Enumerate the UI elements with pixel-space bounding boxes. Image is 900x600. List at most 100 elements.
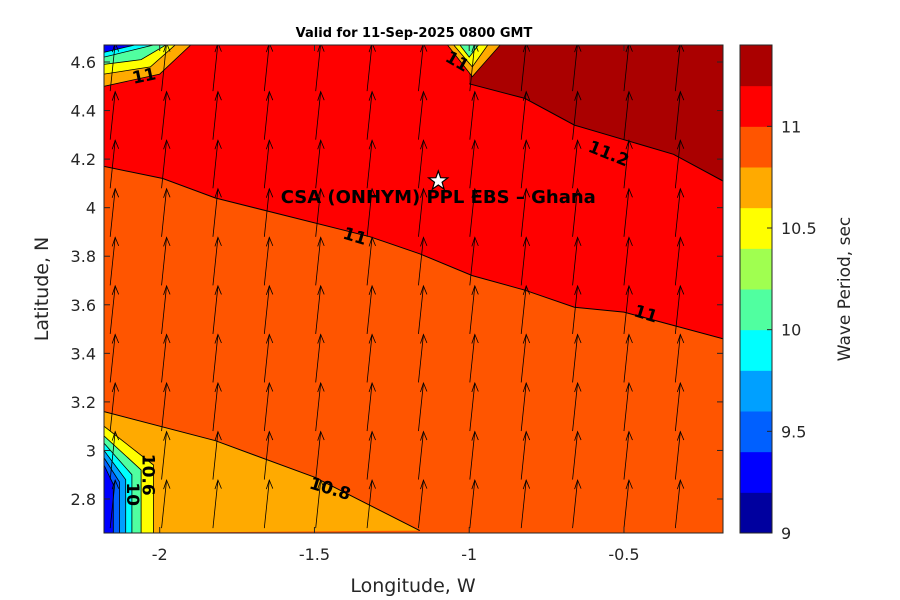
colorbar-tick-label: 9 xyxy=(781,524,791,543)
direction-arrow-50 xyxy=(366,478,376,529)
direction-arrow-102 xyxy=(623,381,633,432)
direction-arrow-59 xyxy=(366,45,376,92)
direction-arrow-9 xyxy=(109,45,120,92)
x-tick-label: -2 xyxy=(152,545,168,564)
direction-arrow-103 xyxy=(623,333,633,383)
direction-arrow-52 xyxy=(366,381,376,432)
plot-frame xyxy=(103,44,724,534)
direction-arrow-8 xyxy=(109,90,120,140)
direction-arrow-34 xyxy=(263,284,274,334)
direction-arrow-13 xyxy=(161,333,171,383)
direction-arrow-81 xyxy=(520,430,531,480)
direction-arrow-93 xyxy=(572,333,582,383)
direction-arrow-31 xyxy=(263,430,274,480)
direction-arrow-35 xyxy=(263,236,274,286)
y-tick-label: 4.4 xyxy=(71,102,96,121)
colorbar-swatch xyxy=(740,451,772,493)
direction-arrow-11 xyxy=(161,430,171,480)
direction-arrow-77 xyxy=(469,139,479,189)
y-tick-label: 3.4 xyxy=(71,344,96,363)
direction-arrow-15 xyxy=(161,236,171,286)
x-tick-label: -0.5 xyxy=(608,545,639,564)
colorbar-swatch xyxy=(740,45,772,87)
direction-arrow-0 xyxy=(109,478,120,529)
direction-arrow-2 xyxy=(109,381,120,432)
direction-arrow-21 xyxy=(212,430,222,480)
direction-arrow-69 xyxy=(418,45,428,92)
x-tick-label: -1.5 xyxy=(299,545,330,564)
y-tick-label: 4.2 xyxy=(71,150,96,169)
direction-arrow-27 xyxy=(212,139,222,189)
direction-arrow-10 xyxy=(161,478,171,529)
colorbar-swatch xyxy=(740,289,772,331)
direction-arrow-87 xyxy=(520,139,531,189)
direction-arrow-91 xyxy=(572,430,582,480)
direction-arrow-38 xyxy=(263,90,274,140)
direction-arrow-95 xyxy=(572,236,582,286)
direction-arrow-112 xyxy=(674,381,685,432)
direction-arrow-101 xyxy=(623,430,633,480)
direction-arrow-111 xyxy=(674,430,685,480)
direction-arrow-113 xyxy=(674,333,685,383)
direction-arrow-99 xyxy=(572,45,582,92)
direction-arrow-42 xyxy=(315,381,325,432)
colorbar-swatch xyxy=(740,370,772,412)
direction-arrow-84 xyxy=(520,284,531,334)
direction-arrow-47 xyxy=(315,139,325,189)
direction-arrow-25 xyxy=(212,236,222,286)
direction-arrow-96 xyxy=(572,187,582,237)
direction-arrow-118 xyxy=(674,90,685,140)
colorbar-frame xyxy=(739,44,773,534)
contour-label-6: 10.6 xyxy=(137,454,157,496)
y-tick-label: 4 xyxy=(86,199,96,218)
site-annotation: CSA (ONHYM) PPL EBS – Ghana xyxy=(281,187,596,208)
colorbar-swatch xyxy=(740,167,772,209)
direction-arrow-33 xyxy=(263,333,274,383)
direction-arrow-76 xyxy=(469,187,479,237)
direction-arrow-43 xyxy=(315,333,325,383)
y-tick-label: 4.6 xyxy=(71,53,96,72)
y-tick-label: 3.2 xyxy=(71,393,96,412)
direction-arrow-63 xyxy=(418,333,428,383)
direction-arrow-94 xyxy=(572,284,582,334)
direction-arrow-5 xyxy=(109,236,120,286)
direction-arrow-116 xyxy=(674,187,685,237)
direction-arrow-53 xyxy=(366,333,376,383)
direction-arrow-64 xyxy=(418,284,428,334)
plot-area xyxy=(104,45,723,533)
direction-arrow-89 xyxy=(520,45,531,92)
colorbar-swatch xyxy=(740,85,772,127)
direction-arrow-18 xyxy=(161,90,171,140)
direction-arrow-98 xyxy=(572,90,582,140)
direction-arrow-12 xyxy=(161,381,171,432)
direction-arrow-20 xyxy=(212,478,222,529)
direction-arrow-60 xyxy=(418,478,428,529)
direction-arrow-3 xyxy=(109,333,120,383)
corner-patch-nw-4 xyxy=(104,45,136,53)
colorbar-tick-label: 10.5 xyxy=(781,219,817,238)
direction-arrow-54 xyxy=(366,284,376,334)
contour-line-11 xyxy=(104,165,723,340)
direction-arrow-109 xyxy=(623,45,633,92)
direction-arrow-110 xyxy=(674,478,685,529)
direction-arrow-1 xyxy=(109,430,120,480)
direction-arrow-115 xyxy=(674,236,685,286)
colorbar-tick-label: 9.5 xyxy=(781,422,806,441)
colorbar-swatch xyxy=(740,248,772,290)
direction-arrow-105 xyxy=(623,236,633,286)
direction-arrow-114 xyxy=(674,284,685,334)
direction-arrow-28 xyxy=(212,90,222,140)
direction-arrow-6 xyxy=(109,187,120,237)
direction-arrow-17 xyxy=(161,139,171,189)
region-11-2 xyxy=(469,45,723,181)
direction-arrow-119 xyxy=(674,45,685,92)
direction-arrow-44 xyxy=(315,284,325,334)
contour-label-7: 10 xyxy=(122,482,142,506)
colorbar-tick-label: 11 xyxy=(781,117,801,136)
direction-arrow-37 xyxy=(263,139,274,189)
x-tick-label: -1 xyxy=(461,545,477,564)
direction-arrow-23 xyxy=(212,333,222,383)
site-star-icon xyxy=(426,169,450,191)
direction-arrow-106 xyxy=(623,187,633,237)
